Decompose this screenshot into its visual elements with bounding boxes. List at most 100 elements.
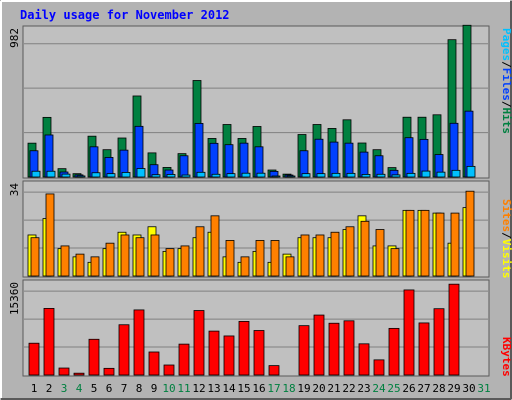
legend-visits-panel: Sites/Visits (500, 199, 512, 279)
bar-kbytes-day-27 (418, 322, 430, 376)
bar-sites-day-2 (45, 193, 55, 277)
legend-sep-1: / (500, 61, 512, 68)
bar-sites-day-5 (90, 256, 100, 277)
bars-layer (27, 24, 476, 376)
bar-files-day-26 (404, 137, 414, 178)
bar-sites-day-7 (120, 234, 130, 277)
bar-pages-day-5 (91, 172, 101, 178)
bar-kbytes-day-4 (73, 372, 85, 376)
bar-pages-day-10 (166, 174, 176, 178)
bar-files-day-13 (209, 142, 219, 178)
bar-kbytes-day-26 (403, 289, 415, 376)
legend-sites: Sites (500, 199, 512, 232)
bar-files-day-12 (194, 123, 204, 178)
bar-sites-day-28 (435, 212, 445, 277)
bar-pages-day-19 (301, 173, 311, 178)
bar-kbytes-day-10 (163, 364, 175, 376)
bar-pages-day-13 (211, 173, 221, 178)
bar-sites-day-3 (60, 245, 70, 277)
x-tick-label-26: 26 (402, 382, 415, 395)
x-tick-label-4: 4 (76, 382, 83, 395)
bar-kbytes-day-25 (388, 327, 400, 376)
x-tick-label-1: 1 (31, 382, 38, 395)
bar-kbytes-day-22 (343, 320, 355, 376)
x-tick-label-29: 29 (447, 382, 460, 395)
bar-pages-day-4 (76, 175, 86, 178)
bar-kbytes-day-11 (178, 343, 190, 376)
x-tick-label-24: 24 (372, 382, 386, 395)
bar-pages-day-1 (31, 170, 41, 178)
x-tick-label-5: 5 (91, 382, 98, 395)
x-tick-label-6: 6 (106, 382, 113, 395)
bar-kbytes-day-8 (133, 309, 145, 376)
bar-kbytes-day-28 (433, 308, 445, 376)
bar-sites-day-8 (135, 237, 145, 277)
chart-title: Daily usage for November 2012 (20, 8, 230, 22)
bar-sites-day-20 (315, 234, 325, 277)
bar-pages-day-22 (346, 172, 356, 178)
x-tick-label-15: 15 (237, 382, 250, 395)
legend-hits-panel: Pages/Files/Hits (500, 28, 512, 134)
x-tick-label-13: 13 (207, 382, 220, 395)
bar-pages-day-11 (181, 174, 191, 178)
x-tick-label-31: 31 (477, 382, 490, 395)
bar-kbytes-day-15 (238, 321, 250, 376)
x-tick-label-22: 22 (342, 382, 355, 395)
bar-sites-day-12 (195, 226, 205, 277)
x-tick-label-23: 23 (357, 382, 370, 395)
x-tick-label-19: 19 (297, 382, 310, 395)
legend-visits: Visits (500, 239, 512, 279)
bar-kbytes-day-1 (28, 342, 40, 376)
max-label-visits: 34 (8, 183, 21, 197)
bar-kbytes-day-29 (448, 283, 460, 376)
x-tick-label-14: 14 (222, 382, 236, 395)
bar-sites-day-18 (285, 256, 295, 277)
bar-sites-day-11 (180, 245, 190, 277)
bar-sites-day-1 (30, 237, 40, 277)
bar-pages-day-29 (451, 169, 461, 178)
bar-files-day-21 (329, 141, 339, 178)
x-tick-label-30: 30 (462, 382, 475, 395)
bar-pages-day-18 (286, 175, 296, 178)
legend-sep-2: / (500, 101, 512, 108)
bar-kbytes-day-21 (328, 322, 340, 376)
bar-sites-day-4 (75, 253, 85, 277)
bar-pages-day-25 (391, 174, 401, 178)
bar-kbytes-day-12 (193, 310, 205, 376)
bar-pages-day-21 (331, 172, 341, 178)
bar-sites-day-17 (270, 240, 280, 277)
bar-pages-day-16 (256, 172, 266, 178)
legend-kbytes-panel: KBytes (500, 337, 512, 377)
legend-sep-3: / (500, 232, 512, 239)
x-tick-label-11: 11 (177, 382, 190, 395)
bar-sites-day-16 (255, 240, 265, 277)
bar-kbytes-day-13 (208, 330, 220, 376)
bar-kbytes-day-17 (268, 365, 280, 376)
bar-files-day-29 (449, 122, 459, 178)
x-tick-label-28: 28 (432, 382, 445, 395)
x-tick-label-20: 20 (312, 382, 325, 395)
max-label-hits: 982 (8, 28, 21, 48)
bar-sites-day-15 (240, 256, 250, 277)
bar-kbytes-day-23 (358, 343, 370, 376)
bar-files-day-11 (179, 155, 189, 178)
bar-pages-day-14 (226, 173, 236, 178)
bar-sites-day-25 (390, 248, 400, 277)
bar-sites-day-30 (465, 190, 475, 277)
bar-files-day-16 (254, 146, 264, 178)
bar-sites-day-21 (330, 231, 340, 277)
bar-kbytes-day-19 (298, 325, 310, 376)
legend-kbytes: KBytes (500, 337, 512, 377)
bar-sites-day-10 (165, 248, 175, 277)
bar-pages-day-26 (406, 172, 416, 178)
bar-files-day-2 (44, 134, 54, 178)
bar-sites-day-19 (300, 234, 310, 277)
bar-pages-day-9 (151, 174, 161, 178)
bar-kbytes-day-9 (148, 351, 160, 376)
bar-files-day-19 (299, 150, 309, 178)
bar-kbytes-day-14 (223, 335, 235, 376)
bar-pages-day-2 (46, 170, 56, 178)
bar-sites-day-13 (210, 215, 220, 277)
bar-sites-day-27 (420, 209, 430, 277)
